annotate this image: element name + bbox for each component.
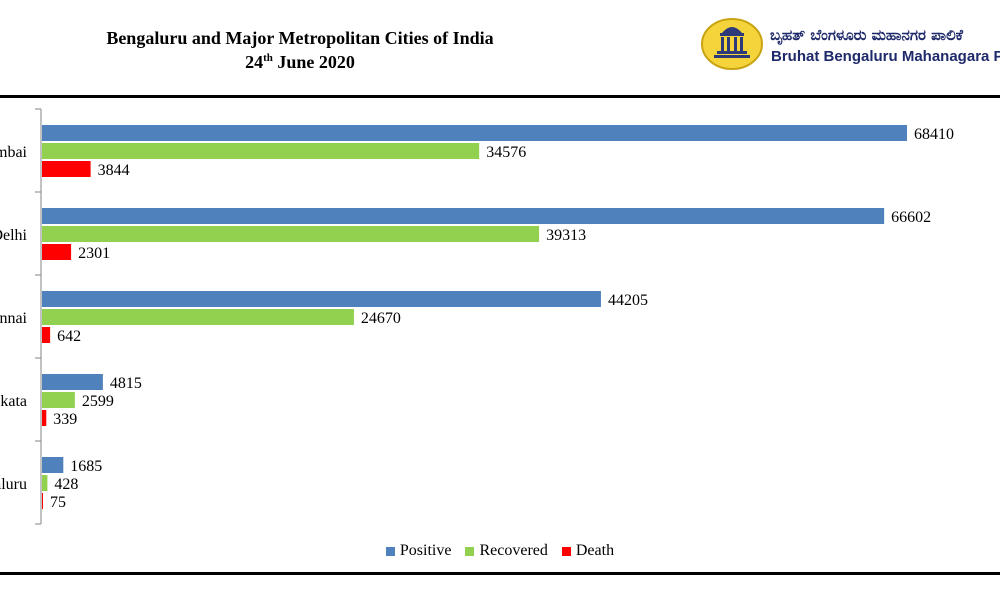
legend-label: Death — [575, 542, 615, 559]
bar-recovered — [42, 309, 354, 325]
data-label: 4815 — [110, 375, 142, 392]
data-label: 1685 — [70, 458, 102, 475]
category-label: Kolkata — [0, 393, 27, 410]
bar-positive — [42, 374, 103, 390]
vidhana-soudha-emblem-icon — [701, 18, 763, 70]
legend-label: Recovered — [479, 542, 548, 559]
logo-kannada-text: ಬೃಹತ್ ಬೆಂಗಳೂರು ಮಹಾನಗರ ಪಾಲಿಕೆ — [770, 26, 963, 44]
data-label: 24670 — [361, 310, 401, 327]
legend-swatch — [385, 546, 395, 556]
legend-label: Positive — [399, 542, 452, 559]
logo-english-text: Bruhat Bengaluru Mahanagara Palike — [771, 48, 1000, 65]
category-label: Bengaluru — [0, 476, 27, 493]
chart-legend: Positive Recovered Death — [0, 542, 1000, 560]
category-label: Chennai — [0, 310, 28, 327]
data-label: 2301 — [78, 245, 110, 262]
legend-swatch — [561, 546, 571, 556]
page-title: Bengaluru and Major Metropolitan Cities … — [60, 26, 540, 74]
data-label: 3844 — [98, 162, 130, 179]
legend-item-death: Death — [561, 542, 615, 560]
bbmp-logo: ಬೃಹತ್ ಬೆಂಗಳೂರು ಮಹಾನಗರ ಪಾಲಿಕೆ Bruhat Beng… — [700, 17, 1000, 71]
bar-death — [42, 327, 51, 343]
bar-death — [42, 244, 72, 260]
legend-item-positive: Positive — [385, 542, 452, 560]
category-label: Delhi — [0, 227, 28, 244]
bar-recovered — [42, 143, 480, 159]
data-label: 68410 — [914, 126, 954, 143]
data-label: 39313 — [546, 227, 586, 244]
top-divider — [0, 95, 1000, 98]
bar-positive — [42, 291, 601, 307]
bar-death — [42, 493, 43, 509]
bottom-divider — [0, 572, 1000, 575]
title-ordinal: th — [263, 52, 273, 64]
bar-chart: Mumbai 68410 34576 3844 Delhi 66602 39313 2301 C… — [0, 108, 954, 525]
title-line-2: 24th June 2020 — [60, 50, 540, 74]
title-day: 24 — [245, 52, 264, 72]
data-label: 34576 — [486, 144, 526, 161]
bar-positive — [42, 208, 885, 224]
title-date-rest: June 2020 — [272, 52, 355, 72]
bar-death — [42, 161, 91, 177]
bar-death — [42, 410, 47, 426]
bar-positive — [42, 457, 64, 473]
bar-recovered — [42, 475, 48, 491]
bar-positive — [42, 125, 907, 141]
category-label: Mumbai — [0, 144, 28, 161]
data-label: 428 — [54, 476, 78, 493]
bar-recovered — [42, 392, 75, 408]
data-label: 339 — [53, 411, 77, 428]
data-label: 75 — [50, 494, 66, 511]
data-label: 2599 — [82, 393, 114, 410]
bar-recovered — [42, 226, 540, 242]
data-label: 642 — [57, 328, 81, 345]
legend-item-recovered: Recovered — [465, 542, 548, 560]
data-label: 66602 — [891, 209, 931, 226]
title-line-1: Bengaluru and Major Metropolitan Cities … — [106, 28, 494, 48]
legend-swatch — [465, 546, 475, 556]
data-label: 44205 — [608, 292, 648, 309]
